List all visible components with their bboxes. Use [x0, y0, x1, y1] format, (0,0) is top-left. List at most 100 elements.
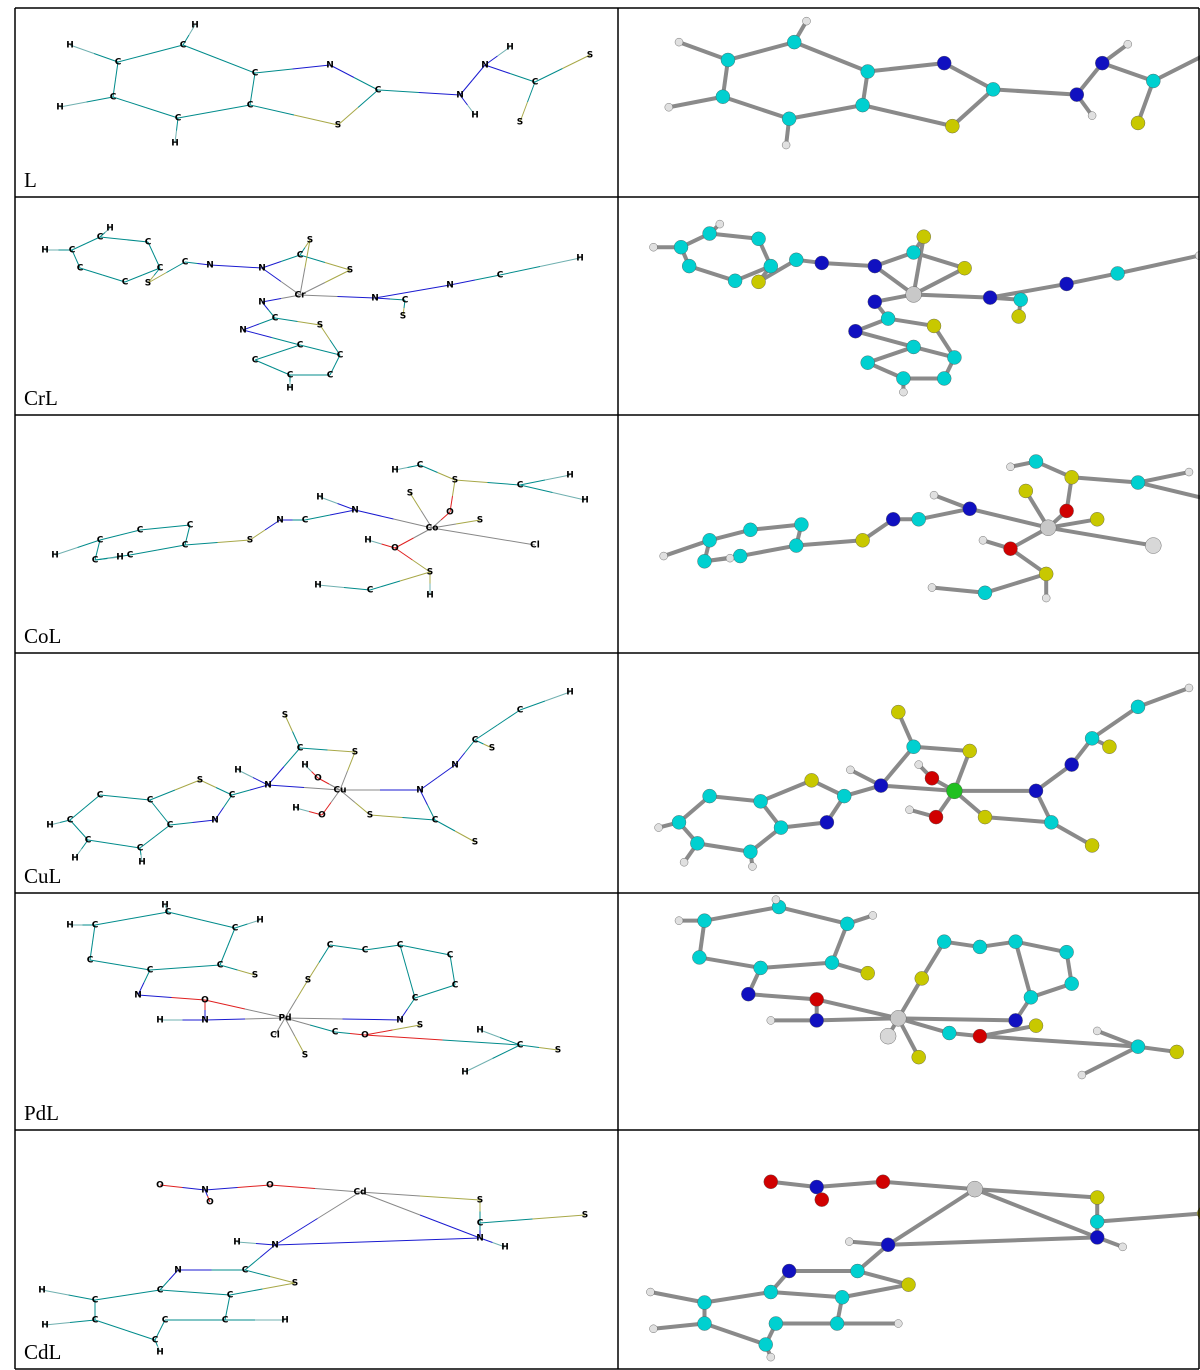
bond: [244, 1269, 271, 1277]
atom-label: C: [92, 1316, 99, 1326]
atom-ball: [1130, 1039, 1146, 1054]
atom-ball: [929, 490, 939, 500]
atom-label: H: [116, 553, 124, 563]
atom-ball: [1102, 739, 1117, 754]
bond: [74, 848, 82, 859]
atom-label: C: [167, 821, 174, 831]
bond: [299, 344, 321, 351]
atom-label: C: [77, 264, 84, 274]
bond: [283, 747, 301, 767]
bond: [219, 946, 228, 966]
bond: [913, 292, 991, 300]
bond: [75, 258, 81, 269]
bond: [49, 822, 61, 826]
bond: [534, 68, 563, 83]
bond: [979, 1023, 1037, 1039]
atom-label: N: [201, 1016, 209, 1026]
atom-label: S: [427, 568, 433, 578]
atom-label: O: [314, 774, 322, 784]
bond: [102, 274, 126, 283]
bond: [115, 61, 119, 80]
atom-label: H: [501, 1243, 509, 1253]
bond: [261, 261, 282, 269]
bond: [92, 924, 96, 943]
atom-label: H: [566, 688, 574, 698]
atom-label: C: [287, 371, 294, 381]
bond: [274, 1218, 318, 1246]
atom-ball: [906, 739, 921, 754]
bond: [244, 1017, 286, 1020]
atom-label: H: [41, 1321, 49, 1331]
bond: [259, 1244, 276, 1258]
atom-label: H: [316, 493, 324, 503]
bond: [204, 1018, 246, 1021]
atom-label: C: [92, 1296, 99, 1306]
atom-label: H: [581, 496, 589, 506]
bond: [284, 1017, 311, 1026]
bond: [544, 691, 571, 702]
bond: [374, 291, 413, 299]
bond: [280, 281, 301, 296]
bond: [532, 1214, 586, 1220]
bond: [317, 1191, 361, 1219]
atom-ball: [789, 252, 804, 267]
atom-label: N: [446, 281, 454, 291]
bond: [124, 274, 143, 283]
bond: [1050, 820, 1094, 848]
bond: [979, 1034, 1139, 1049]
bond: [237, 1184, 271, 1188]
atom-label: H: [138, 858, 146, 868]
atom-ball: [789, 538, 804, 553]
bond: [748, 992, 817, 1002]
atom-label: Cd: [353, 1188, 366, 1198]
atom-ball: [753, 794, 768, 809]
bond: [329, 339, 341, 356]
bond: [167, 911, 202, 921]
atom-ball: [664, 103, 673, 112]
bond: [299, 254, 326, 263]
bond: [77, 539, 101, 548]
atom-label: N: [258, 298, 266, 308]
bond: [197, 263, 211, 266]
atom-ball: [1130, 699, 1146, 715]
atom-label: C: [69, 246, 76, 256]
bond: [759, 778, 813, 804]
bond: [194, 1292, 231, 1296]
bond: [364, 1029, 393, 1036]
atom-ball: [899, 387, 908, 397]
atom-label: O: [201, 996, 209, 1006]
bond: [392, 1024, 421, 1031]
bond: [793, 40, 869, 74]
bond: [862, 103, 953, 129]
bond: [164, 904, 167, 909]
bond: [299, 294, 338, 297]
bond: [816, 997, 899, 1021]
atom-ball: [966, 1180, 983, 1198]
atom-ball: [771, 895, 781, 904]
bond: [184, 534, 188, 546]
atom-label: C: [217, 961, 224, 971]
atom-ball: [1089, 1190, 1105, 1205]
bond: [131, 911, 169, 919]
atom-label: C: [297, 251, 304, 261]
atom-label: C: [110, 93, 117, 103]
bond: [704, 905, 780, 923]
row-label: CuL: [24, 864, 61, 888]
bond: [85, 236, 101, 244]
atom-label: C: [477, 1219, 484, 1229]
atom-label: C: [272, 314, 279, 324]
bond: [880, 783, 955, 793]
bond: [274, 1026, 281, 1036]
bond: [182, 1187, 206, 1191]
bond: [419, 464, 438, 473]
bond: [492, 1242, 506, 1248]
bond: [204, 999, 246, 1010]
atom-label: H: [233, 1238, 241, 1248]
bond: [816, 1016, 899, 1023]
bond: [399, 944, 426, 951]
atom-ball: [860, 64, 875, 79]
bond: [292, 731, 301, 749]
bond: [192, 819, 216, 823]
